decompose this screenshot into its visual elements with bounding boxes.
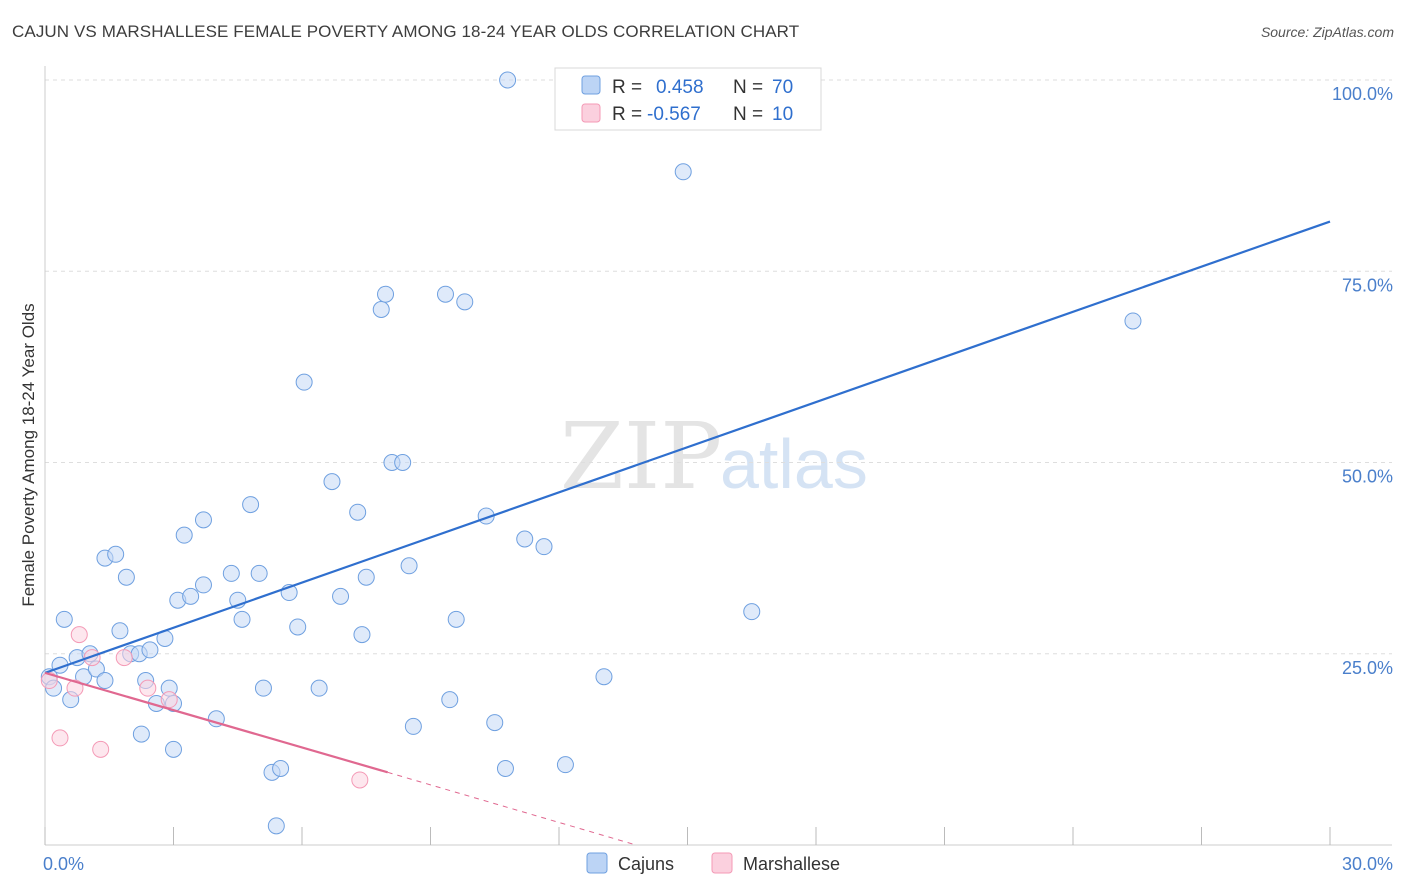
data-point — [175, 526, 193, 544]
data-point — [92, 740, 110, 758]
legend-swatch-cajuns — [581, 75, 601, 95]
data-point — [310, 679, 328, 697]
x-tick-label: 30.0% — [1342, 854, 1393, 874]
axes — [44, 66, 1392, 846]
data-point — [351, 771, 369, 789]
data-point — [332, 587, 350, 605]
legend-swatch-marshallese — [581, 103, 601, 123]
data-point — [254, 679, 272, 697]
data-point — [165, 740, 182, 758]
legend-bottom-cajuns: Cajuns — [618, 854, 674, 874]
chart-title: CAJUN VS MARSHALLESE FEMALE POVERTY AMON… — [12, 22, 800, 41]
legend-cajuns-r-value: 0.458 — [656, 77, 704, 98]
series-marshallese-points — [40, 626, 369, 789]
data-point — [1124, 312, 1142, 330]
data-point — [404, 717, 422, 735]
watermark: ZIP atlas — [560, 403, 868, 510]
data-point — [83, 649, 101, 667]
legend-cajuns-r-label: R = — [612, 77, 642, 98]
watermark-atlas: atlas — [720, 425, 868, 503]
data-point — [377, 285, 395, 303]
data-point — [222, 564, 240, 582]
y-tick-label: 50.0% — [1342, 467, 1393, 487]
trend-lines — [44, 220, 1331, 846]
data-point — [182, 587, 200, 605]
data-point — [233, 610, 251, 628]
legend-marshallese-n-label: N = — [733, 104, 763, 125]
data-point — [535, 538, 553, 556]
data-point — [139, 679, 157, 697]
data-point — [447, 610, 465, 628]
data-point — [357, 568, 375, 586]
data-point — [516, 530, 534, 548]
grid-lines — [45, 79, 1392, 655]
legend-cajuns-n-value: 70 — [772, 77, 793, 98]
data-point — [272, 760, 290, 777]
legend-bottom-marshallese: Marshallese — [743, 854, 840, 874]
trend-line-cajuns — [44, 220, 1331, 674]
data-point — [115, 649, 133, 667]
source-label: Source: ZipAtlas.com — [1260, 24, 1394, 40]
data-point — [55, 610, 73, 628]
legend-bottom-swatch-cajuns — [586, 852, 608, 874]
data-point — [160, 691, 178, 709]
data-point — [66, 679, 84, 697]
legend-marshallese-r-label: R = — [612, 104, 642, 125]
series-cajuns-points — [40, 71, 1142, 835]
legend-top: R = 0.458 N = 70 R = -0.567 N = 10 — [554, 67, 822, 131]
legend-cajuns-n-label: N = — [733, 77, 763, 98]
data-point — [499, 71, 517, 89]
legend-marshallese-r-value: -0.567 — [647, 104, 701, 125]
legend-bottom-swatch-marshallese — [711, 852, 733, 874]
data-point — [323, 473, 341, 491]
data-point — [486, 714, 504, 732]
data-point — [295, 373, 313, 391]
data-point — [400, 557, 418, 575]
data-point — [349, 503, 367, 521]
data-point — [242, 496, 260, 514]
x-tick-labels: 0.0% 30.0% — [43, 854, 1393, 874]
data-point — [141, 641, 159, 659]
data-point — [353, 626, 371, 644]
x-tick-label: 0.0% — [43, 854, 84, 874]
y-tick-labels: 25.0% 50.0% 75.0% 100.0% — [1332, 84, 1393, 678]
data-point — [456, 293, 474, 311]
y-tick-label: 25.0% — [1342, 658, 1393, 678]
data-point — [496, 760, 514, 777]
trend-line-marshallese — [44, 671, 388, 774]
legend-bottom: Cajuns Marshallese — [586, 852, 840, 874]
data-point — [394, 454, 412, 471]
data-point — [556, 756, 574, 774]
data-point — [372, 301, 390, 318]
trend-line-marshallese-extension — [387, 771, 637, 846]
data-point — [96, 672, 114, 690]
data-point — [674, 163, 692, 181]
data-point — [70, 626, 88, 644]
data-point — [132, 725, 150, 743]
y-tick-label: 100.0% — [1332, 84, 1393, 104]
data-point — [289, 618, 307, 636]
data-point — [436, 285, 454, 303]
data-point — [51, 729, 69, 747]
data-point — [441, 691, 459, 709]
data-point — [250, 564, 268, 582]
data-point — [111, 622, 129, 640]
y-axis-label: Female Poverty Among 18-24 Year Olds — [19, 303, 38, 606]
data-point — [194, 576, 212, 594]
legend-marshallese-n-value: 10 — [772, 104, 793, 125]
data-point — [267, 817, 285, 835]
data-point — [194, 511, 212, 529]
data-point — [107, 545, 125, 563]
y-tick-label: 75.0% — [1342, 275, 1393, 295]
data-point — [743, 603, 761, 621]
data-point — [595, 668, 613, 686]
data-point — [117, 568, 135, 586]
watermark-zip: ZIP — [560, 403, 722, 510]
